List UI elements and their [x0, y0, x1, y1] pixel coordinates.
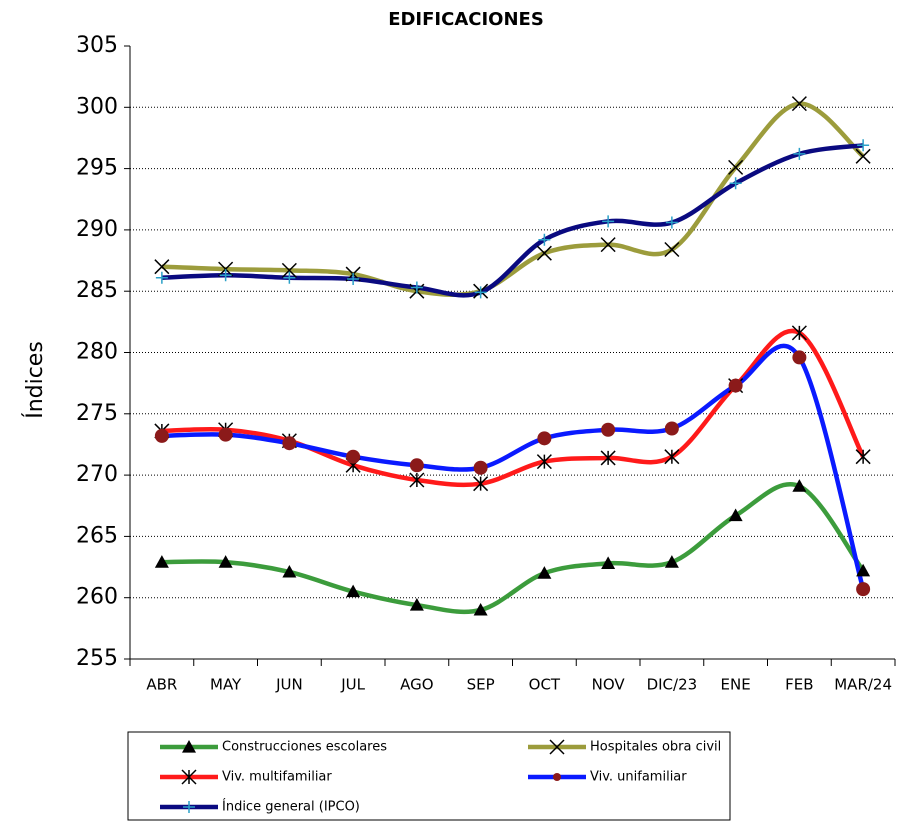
marker [409, 598, 424, 611]
legend-box [127, 731, 731, 821]
marker [473, 460, 488, 475]
legend-marker [183, 801, 195, 813]
marker [728, 508, 743, 522]
y-tick-label: 275 [76, 401, 118, 426]
y-axis-label: Índices [22, 341, 48, 419]
marker [664, 555, 679, 568]
x-tick-label: DIC/23 [647, 676, 698, 694]
marker [155, 271, 168, 284]
marker [728, 159, 744, 175]
legend-label: Viv. multifamiliar [222, 770, 332, 785]
marker [728, 378, 743, 393]
marker [218, 427, 233, 442]
chart-title: EDIFICACIONES [388, 9, 544, 30]
legend-label: Índice general (IPCO) [222, 799, 360, 815]
marker [664, 421, 679, 436]
legend-label: Hospitales obra civil [590, 740, 721, 755]
marker [664, 241, 680, 258]
marker [281, 262, 297, 278]
legend-marker [181, 769, 197, 785]
marker [602, 215, 615, 228]
x-tick-label: MAR/24 [834, 676, 892, 694]
marker [346, 584, 361, 598]
legend-marker [182, 740, 196, 753]
x-tick-label: ENE [721, 676, 751, 694]
marker [792, 350, 807, 365]
x-tick-label: JUN [275, 676, 303, 694]
marker [536, 454, 552, 470]
marker [791, 325, 807, 341]
x-tick-label: MAY [210, 676, 242, 694]
marker [601, 556, 616, 569]
marker [855, 148, 871, 164]
marker [409, 472, 425, 488]
marker [537, 431, 552, 446]
marker [154, 555, 169, 568]
y-tick-label: 285 [76, 278, 118, 303]
y-tick-label: 290 [76, 217, 118, 242]
marker [536, 245, 552, 261]
marker [346, 449, 361, 464]
marker [857, 139, 870, 152]
x-tick-label: JUL [340, 676, 365, 694]
marker [600, 237, 616, 253]
marker [538, 233, 551, 246]
marker [409, 458, 424, 473]
series-line [161, 482, 865, 615]
marker [154, 259, 170, 275]
marker [282, 436, 297, 451]
legend-marker [549, 739, 565, 755]
marker [283, 271, 296, 284]
marker [729, 177, 742, 190]
legend-label: Construcciones escolares [222, 740, 387, 755]
marker [410, 281, 423, 294]
marker [665, 216, 678, 229]
marker [473, 602, 488, 616]
y-tick-label: 260 [76, 585, 118, 610]
marker [793, 147, 806, 160]
y-tick-label: 270 [76, 462, 118, 487]
x-tick-label: OCT [529, 676, 561, 694]
marker [474, 286, 487, 299]
marker [600, 450, 616, 466]
legend-marker [553, 773, 561, 781]
y-tick-label: 280 [76, 340, 118, 365]
marker [154, 428, 169, 443]
x-tick-label: NOV [592, 676, 626, 694]
x-tick-label: FEB [785, 676, 813, 694]
x-tick-label: ABR [146, 676, 177, 694]
marker [664, 449, 680, 465]
y-tick-label: 255 [76, 646, 118, 671]
marker [601, 422, 616, 437]
marker [537, 566, 552, 579]
marker [282, 564, 297, 578]
y-tick-label: 295 [76, 156, 118, 181]
marker [792, 479, 807, 492]
marker [347, 272, 360, 285]
marker [219, 269, 232, 282]
marker [855, 449, 871, 465]
marker [218, 555, 233, 568]
y-tick-label: 265 [76, 523, 118, 548]
y-tick-label: 300 [76, 94, 118, 119]
marker [856, 563, 871, 577]
x-tick-label: SEP [467, 676, 495, 694]
marker [473, 476, 489, 492]
marker [856, 582, 871, 597]
marker [791, 96, 807, 112]
x-tick-label: AGO [400, 676, 433, 694]
marker [218, 261, 234, 277]
legend-label: Viv. unifamiliar [590, 770, 687, 785]
series-line [161, 328, 866, 488]
series-line [161, 343, 866, 590]
y-tick-label: 305 [76, 33, 118, 58]
